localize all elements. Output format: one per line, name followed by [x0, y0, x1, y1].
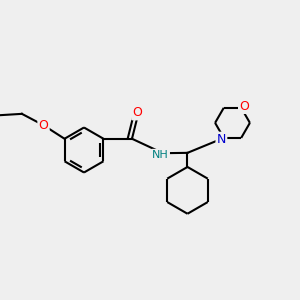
- Text: N: N: [217, 133, 226, 146]
- Text: O: O: [39, 119, 49, 132]
- Text: O: O: [239, 100, 249, 113]
- Text: NH: NH: [152, 150, 169, 160]
- Text: O: O: [132, 106, 142, 119]
